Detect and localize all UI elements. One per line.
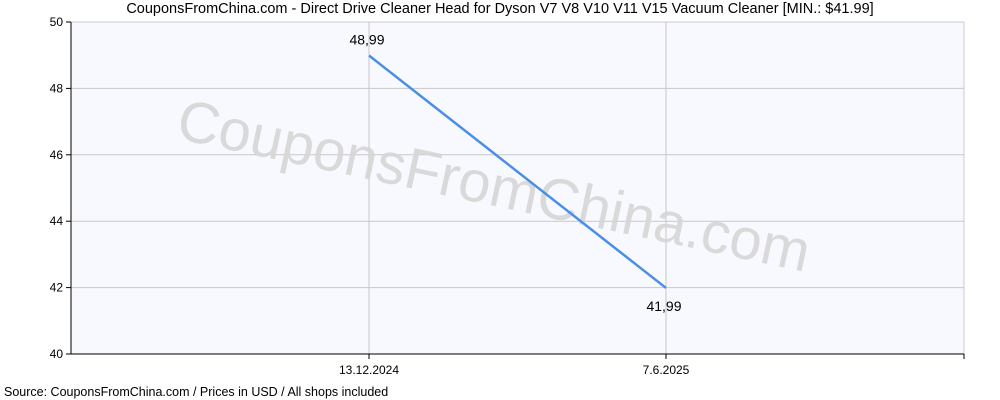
x-axis-ticks: 13.12.2024 7.6.2025 bbox=[339, 354, 965, 377]
source-note: Source: CouponsFromChina.com / Prices in… bbox=[4, 385, 389, 399]
price-line bbox=[368, 54, 667, 289]
chart-title: CouponsFromChina.com - Direct Drive Clea… bbox=[126, 1, 874, 17]
data-labels: 48,99 41,99 bbox=[349, 32, 681, 314]
y-tick-label: 48 bbox=[50, 81, 64, 95]
y-tick-label: 44 bbox=[50, 214, 64, 228]
axes bbox=[70, 22, 964, 355]
x-tick-label: 7.6.2025 bbox=[643, 363, 690, 377]
plot-area bbox=[70, 21, 965, 355]
grid-lines bbox=[71, 22, 964, 354]
price-series bbox=[368, 54, 667, 289]
y-tick-label: 42 bbox=[50, 281, 64, 295]
x-tick-label: 13.12.2024 bbox=[339, 363, 399, 377]
data-label: 41,99 bbox=[646, 298, 681, 314]
y-axis-ticks: 40 42 44 46 48 50 bbox=[50, 15, 71, 361]
y-tick-label: 46 bbox=[50, 148, 64, 162]
data-label: 48,99 bbox=[349, 32, 384, 48]
y-tick-label: 40 bbox=[50, 347, 64, 361]
y-tick-label: 50 bbox=[50, 15, 64, 29]
